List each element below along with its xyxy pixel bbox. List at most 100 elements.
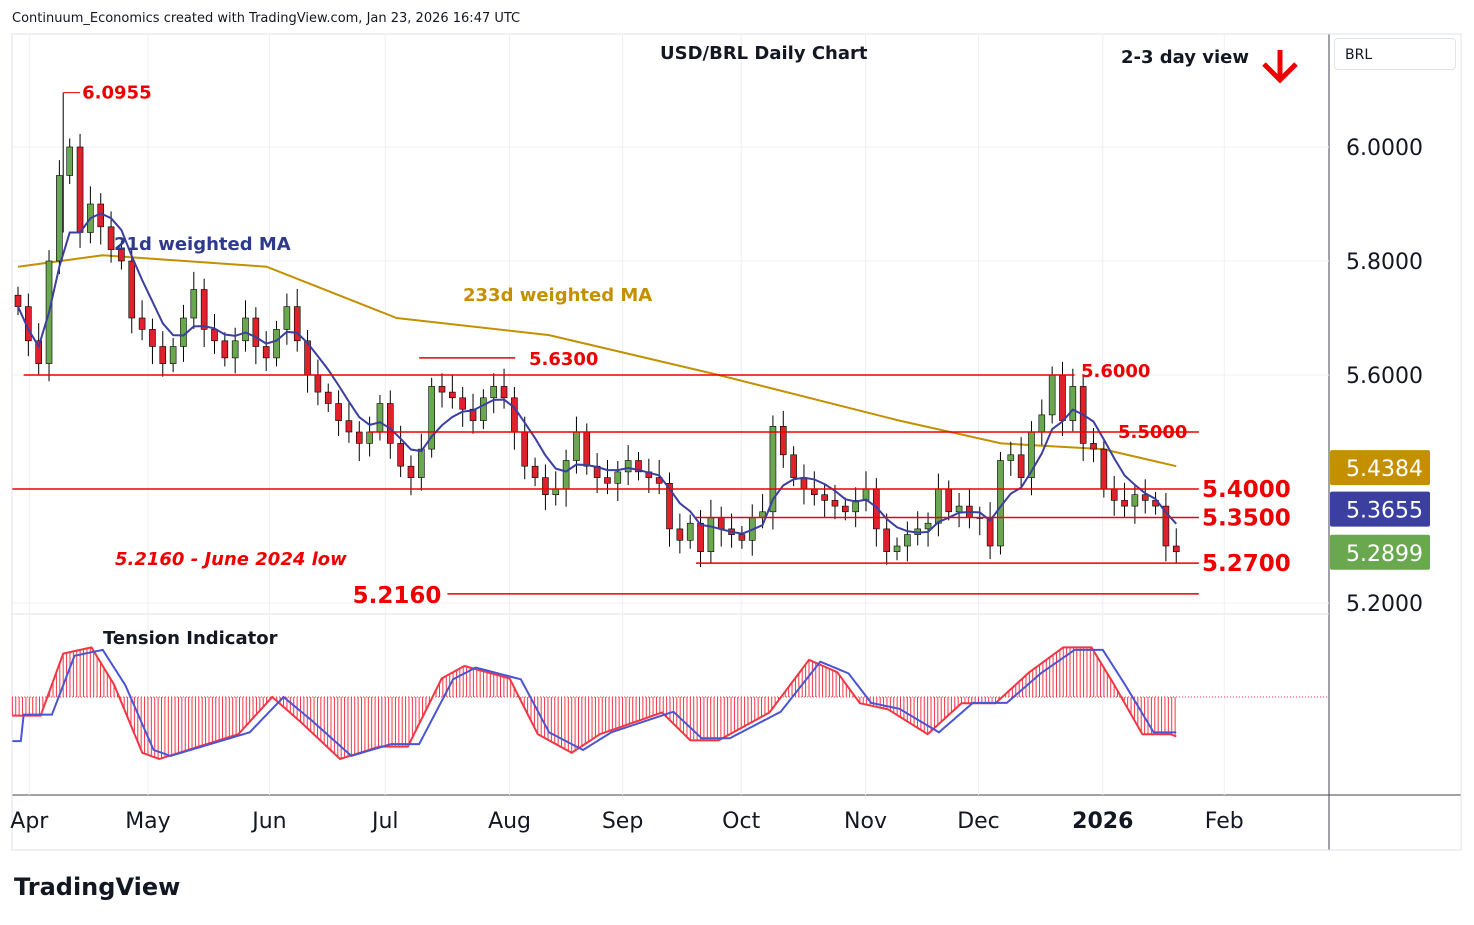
candle [707,499,715,563]
chart-title: USD/BRL Daily Chart [660,43,868,64]
candle [345,402,353,443]
candle-body [635,460,642,473]
candle-body [790,454,797,478]
candle-body [1017,454,1025,478]
candle-body [624,460,632,473]
candle-body [66,146,74,176]
candle-body [314,374,322,393]
candle [1110,475,1118,516]
candle [511,386,518,450]
candle-body [924,522,932,530]
x-tick-label: Oct [722,809,760,834]
candle [966,488,973,529]
candle [893,537,901,561]
candle [386,390,394,459]
candle [542,464,549,511]
candle [955,492,963,528]
candle [1172,528,1180,563]
symbol-box[interactable]: BRL [1334,38,1456,70]
indicator-slow-line [12,648,1177,758]
level-label: 5.3500 [1202,506,1291,532]
candle-body [14,294,22,307]
candle-body [231,340,239,359]
candle [118,241,125,270]
candle-body [904,534,911,547]
candle [914,511,922,546]
candle-body [1141,494,1149,501]
candle-body [355,431,363,444]
candle-body [438,386,446,393]
candle-body [1007,454,1015,461]
candle [1162,492,1170,562]
candle-body [697,522,704,553]
price-tag [1330,534,1430,570]
candle-body [190,289,198,319]
candle [666,472,673,547]
candle-body [345,420,353,433]
candle [779,410,787,468]
candle-body [128,260,136,319]
candle [293,288,301,352]
candle-body [200,289,208,330]
candle [562,449,570,507]
candle-body [707,517,715,553]
level-label: 5.5000 [1118,422,1187,443]
candle-body [717,517,725,530]
candle-body [521,431,529,467]
candle-body [614,471,622,484]
candle-body [221,340,229,359]
candle-body [676,528,684,541]
price-tag-label: 5.3655 [1346,499,1423,524]
x-tick-label: Jul [370,809,399,834]
y-tick-label: 5.8000 [1346,250,1423,275]
candle [128,247,136,334]
level-label: 5.4000 [1202,477,1291,503]
candle [66,138,74,185]
x-tick-label: Jun [250,809,286,834]
tradingview-logo[interactable]: TradingView [14,873,181,901]
candle-body [118,249,125,262]
candle [635,451,642,481]
candle-body [945,488,953,513]
candle-body [159,346,167,364]
candle [593,453,601,493]
candle [614,461,622,501]
candle [355,421,363,462]
candle [738,526,746,549]
candle [883,513,890,565]
candle [449,374,456,409]
candle [242,300,249,352]
candle-body [335,403,342,421]
candle [800,464,808,505]
candle [697,510,704,568]
candle-body [573,431,580,461]
outlook-label: 2-3 day view [1121,47,1250,68]
candle-body [273,329,280,359]
candle-body [893,545,901,552]
candle [376,394,384,441]
candle [945,480,953,521]
candle-body [149,329,156,347]
candle [459,386,466,427]
x-tick-label: 2026 [1072,809,1133,834]
level-label: 5.2700 [1202,551,1291,577]
candle-body [810,488,818,495]
candle-body [1038,414,1046,433]
candle-body [262,346,270,359]
candle-body [1048,374,1056,416]
y-tick-label: 5.6000 [1346,364,1423,389]
candle-body [397,443,404,467]
candle-body [955,505,963,513]
candle-body [459,397,466,410]
candle [676,513,684,554]
candle-body [138,317,146,330]
candle-body [1110,488,1118,501]
candle-body [407,465,415,478]
price-tag [1330,491,1430,527]
candle-body [1172,545,1180,553]
level-label: 5.2160 [353,583,442,609]
candle-body [511,397,518,433]
candle [418,433,425,491]
